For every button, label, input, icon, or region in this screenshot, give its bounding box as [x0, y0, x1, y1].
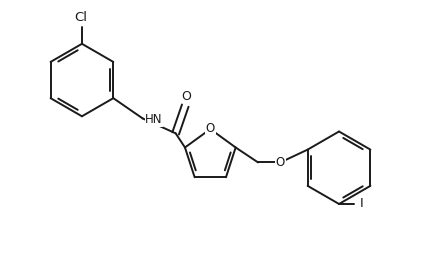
Text: Cl: Cl	[74, 11, 88, 24]
Text: O: O	[181, 89, 191, 103]
Text: I: I	[360, 197, 363, 211]
Text: O: O	[206, 122, 215, 135]
Text: HN: HN	[145, 113, 163, 126]
Text: O: O	[276, 156, 285, 169]
